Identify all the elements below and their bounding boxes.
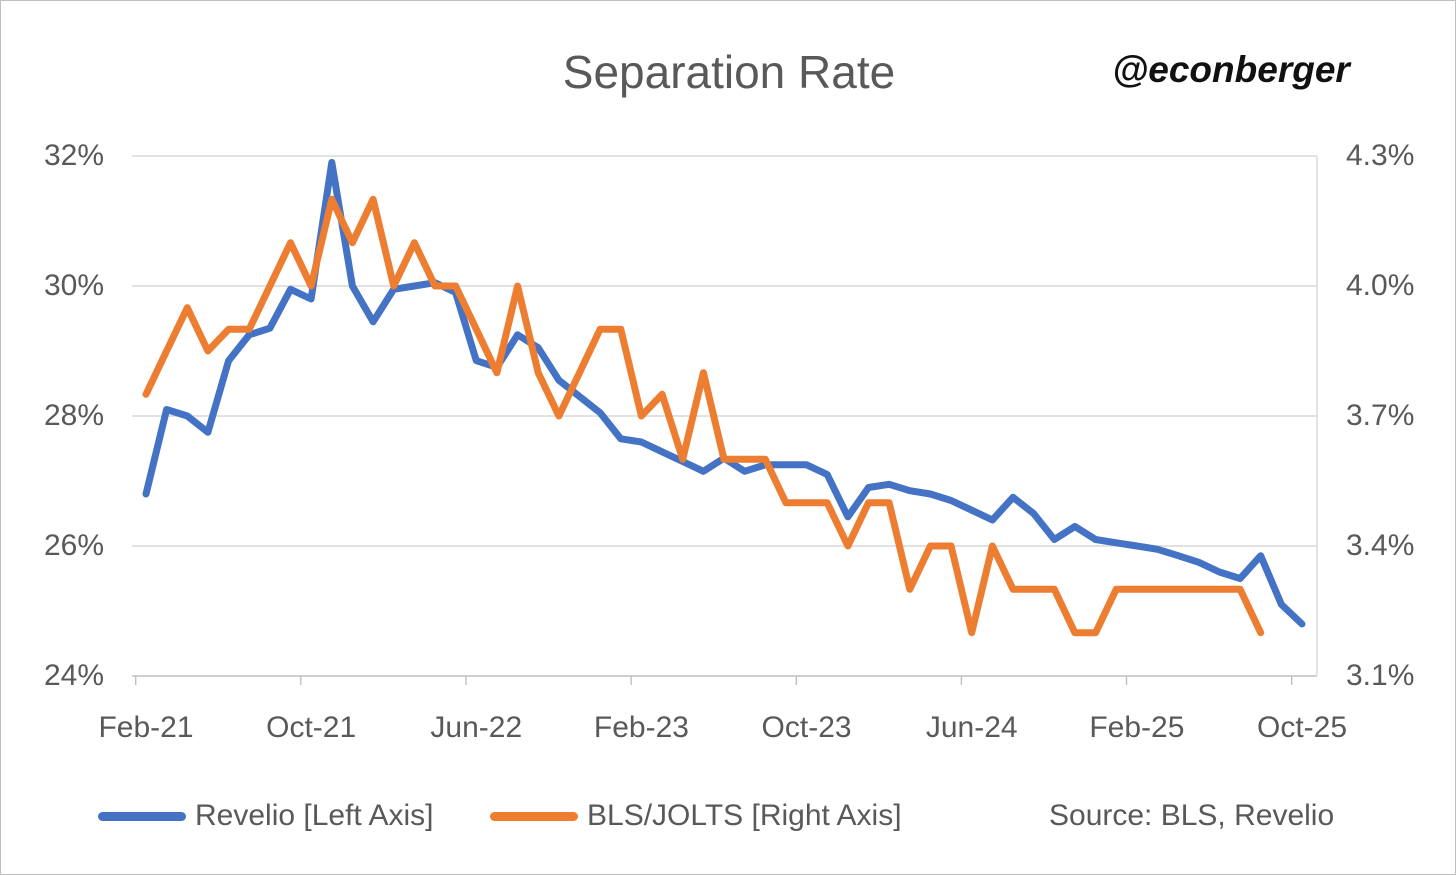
x-axis-tick-label: Oct-21	[266, 711, 357, 744]
legend-item-revelio: Revelio [Left Axis]	[98, 799, 433, 833]
series-lines	[142, 159, 1306, 637]
left-axis-tick-label: 32%	[43, 139, 104, 172]
x-axis-tick-label: Oct-25	[1256, 711, 1348, 744]
left-axis-tick-label: 30%	[43, 269, 104, 302]
jolts-line-swatch	[490, 811, 578, 821]
x-axis-tick-label: Feb-23	[593, 711, 689, 744]
legend-label-revelio: Revelio [Left Axis]	[195, 799, 434, 832]
x-axis-tick-label: Jun-22	[430, 711, 523, 744]
x-axis-tick-label: Feb-25	[1089, 711, 1185, 744]
left-axis-tick-label: 28%	[43, 399, 104, 432]
right-axis-tick-label: 3.7%	[1346, 399, 1415, 432]
x-axis-line	[134, 676, 1293, 685]
x-axis-tick-label: Feb-21	[98, 711, 194, 744]
x-axis-tick-label: Jun-24	[925, 711, 1018, 744]
revelio-line-swatch	[98, 811, 186, 821]
jolts-series-line	[142, 195, 1265, 637]
gridlines	[132, 155, 1318, 677]
legend-label-jolts: BLS/JOLTS [Right Axis]	[587, 799, 902, 832]
right-axis-tick-label: 4.3%	[1346, 139, 1415, 172]
right-axis-tick-label: 4.0%	[1346, 269, 1415, 302]
legend-item-jolts: BLS/JOLTS [Right Axis]	[490, 799, 902, 833]
source-note: Source: BLS, Revelio	[1049, 799, 1335, 832]
left-axis-tick-label: 24%	[43, 659, 104, 692]
chart-title: Separation Rate	[562, 46, 896, 98]
revelio-series-line	[142, 159, 1306, 628]
x-axis-tick-label: Oct-23	[761, 711, 852, 744]
right-axis-tick-label: 3.1%	[1346, 659, 1415, 692]
watermark-handle: @econberger	[1112, 49, 1350, 90]
left-axis-tick-label: 26%	[43, 529, 104, 562]
right-axis-tick-label: 3.4%	[1346, 529, 1415, 562]
